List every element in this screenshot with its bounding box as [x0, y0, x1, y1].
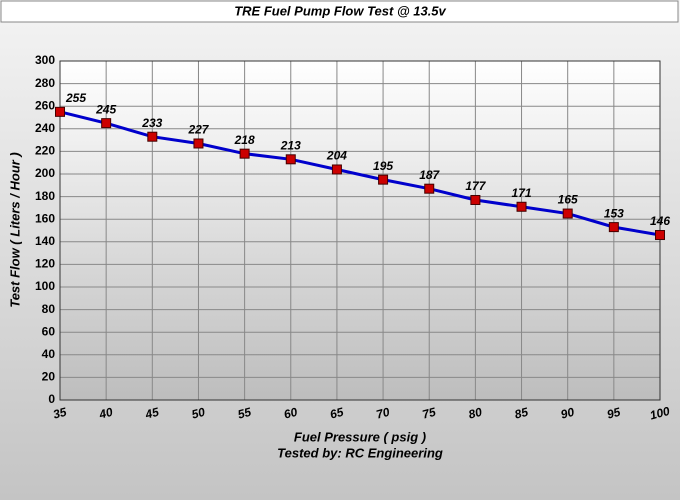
marker — [147, 131, 158, 142]
marker — [331, 164, 342, 175]
marker — [378, 174, 389, 185]
x-tick-label: 85 — [513, 405, 530, 422]
y-tick-label: 100 — [35, 279, 55, 293]
x-tick-label: 100 — [648, 404, 671, 423]
marker — [608, 222, 619, 233]
chart-title: TRE Fuel Pump Flow Test @ 13.5v — [234, 3, 446, 18]
data-line — [59, 110, 661, 237]
marker — [516, 201, 527, 212]
x-tick-label: 40 — [97, 405, 115, 422]
marker — [655, 230, 665, 241]
data-label: 218 — [234, 133, 255, 147]
x-tick-label: 50 — [190, 405, 207, 422]
data-label: 227 — [187, 123, 209, 137]
y-tick-label: 40 — [42, 347, 56, 361]
y-tick-label: 80 — [42, 302, 56, 316]
marker — [562, 208, 573, 219]
data-label: 255 — [65, 91, 86, 105]
data-label: 204 — [326, 149, 347, 163]
x-tick-label: 35 — [52, 405, 69, 422]
y-tick-label: 20 — [42, 370, 56, 384]
data-label: 213 — [280, 138, 301, 152]
x-tick-label: 90 — [559, 405, 576, 422]
y-tick-label: 240 — [35, 121, 55, 135]
y-tick-label: 200 — [35, 166, 55, 180]
x-tick-label: 70 — [375, 405, 392, 422]
x-tick-label: 65 — [328, 405, 345, 422]
y-tick-label: 220 — [35, 144, 55, 158]
y-tick-label: 300 — [35, 53, 55, 67]
y-tick-label: 260 — [35, 98, 55, 112]
data-label: 171 — [512, 186, 532, 200]
y-tick-label: 180 — [35, 189, 55, 203]
y-tick-label: 140 — [35, 234, 55, 248]
data-label: 187 — [419, 168, 440, 182]
y-tick-label: 120 — [35, 257, 55, 271]
data-label: 146 — [650, 214, 670, 228]
x-tick-label: 45 — [143, 405, 161, 422]
marker — [424, 183, 435, 194]
x-tick-label: 95 — [605, 405, 622, 422]
marker — [101, 118, 112, 129]
y-tick-label: 280 — [35, 76, 55, 90]
y-tick-label: 60 — [42, 324, 56, 338]
y-tick-label: 0 — [48, 392, 55, 406]
x-tick-label: 55 — [236, 405, 253, 422]
marker — [285, 154, 296, 165]
x-tick-label: 80 — [467, 405, 484, 422]
marker — [239, 148, 250, 159]
marker — [470, 194, 481, 205]
data-label: 233 — [141, 116, 162, 130]
marker — [193, 138, 204, 149]
x-tick-label: 60 — [282, 405, 299, 422]
data-label: 165 — [558, 193, 578, 207]
data-label: 177 — [465, 179, 486, 193]
y-axis-label: Test Flow ( Liters / Hour ) — [7, 152, 22, 308]
data-label: 245 — [95, 102, 116, 116]
x-axis-label: Fuel Pressure ( psig ) — [294, 429, 426, 444]
marker — [55, 106, 65, 117]
data-label: 195 — [373, 159, 393, 173]
x-tick-label: 75 — [421, 405, 438, 422]
data-label: 153 — [604, 206, 624, 220]
y-tick-label: 160 — [35, 211, 55, 225]
subtitle: Tested by: RC Engineering — [277, 445, 443, 460]
plot-area — [59, 60, 661, 401]
title-box — [0, 0, 679, 23]
